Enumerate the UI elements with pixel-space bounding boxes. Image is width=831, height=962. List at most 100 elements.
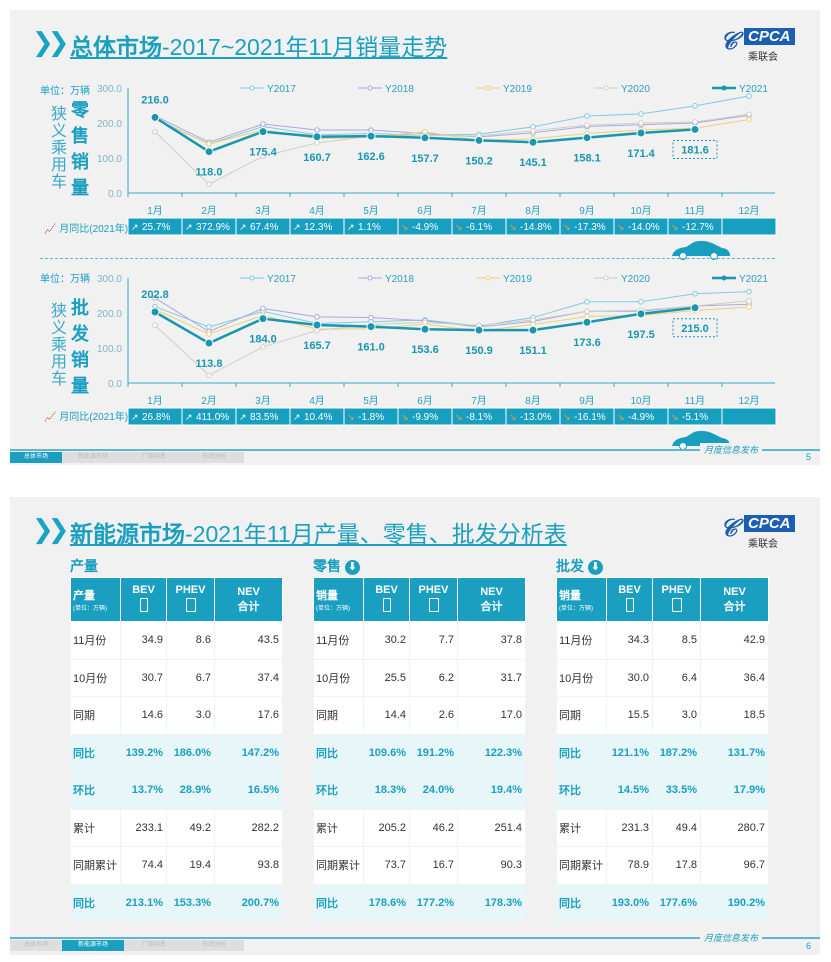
data-label: 202.8 [141,289,169,301]
cell-value: 30.2 [363,621,410,660]
trend-down-icon: ↘ [563,412,571,422]
cell-value: 36.4 [700,658,769,697]
legend-entry-Y2019: Y2019 [503,274,532,285]
row-label: 累计 [313,808,364,847]
data-label: 216.0 [141,94,169,106]
data-point-Y2017 [584,299,590,305]
publish-label: 月度信息发布 [700,443,763,456]
cell-value: 18.3% [363,771,410,810]
yoy-cell [721,407,777,426]
footer-tab[interactable]: 新能源市场 [62,452,124,463]
legend-marker [249,85,255,91]
data-label: 171.4 [627,148,655,160]
cell-value: 191.2% [409,733,458,772]
cell-value: 186.0% [166,733,215,772]
legend-marker [603,275,609,281]
cell-value: 43.5 [214,621,283,660]
trend-down-icon: ↘ [671,412,679,422]
data-point-Y2021 [150,112,160,122]
cell-value: 8.5 [652,621,701,660]
data-label: 175.4 [249,147,277,159]
row-label: 同期累计 [70,846,121,885]
data-point-Y2020 [260,344,266,350]
car-body [672,430,730,446]
corner-header: 产量 (单位：万辆) [70,577,121,622]
data-point-Y2017 [692,103,698,109]
data-point-Y2018 [260,305,266,312]
footer-tab[interactable]: 市场分析 [184,452,244,463]
footer-line [10,449,820,451]
legend-marker [249,275,255,281]
yoy-label-text: 月同比(2021年) [59,224,129,235]
cell-value: 280.7 [700,808,769,847]
header-text: PHEV [418,584,449,596]
header-text: BEV [618,584,641,596]
footer-line [10,937,820,939]
row-label: 累计 [70,808,121,847]
row-label: 10月份 [556,658,607,697]
data-point-Y2020 [638,120,644,126]
row-label: 11月份 [70,621,121,660]
footer-tab[interactable]: 市场分析 [184,940,244,951]
row-label: 11月份 [313,621,364,660]
cell-value: 7.7 [409,621,458,660]
data-point-Y2020 [584,308,590,315]
data-point-Y2017 [584,113,590,119]
cell-value: 31.7 [457,658,526,697]
header-text: NEV [237,585,260,598]
row-label: 10月份 [70,658,121,697]
trend-down-icon: ↘ [617,412,625,422]
cell-value: 16.5% [214,771,283,810]
data-point-Y2021 [312,132,322,142]
cell-value: 19.4% [457,771,526,810]
table-row: 同比 139.2% 186.0% 147.2% [70,733,283,772]
yoy-value: -9.9% [412,412,438,423]
series-line-Y2017 [154,291,750,328]
legend-entry-Y2020: Y2020 [621,274,650,285]
header-text: (单位：万辆) [559,606,593,612]
header-text: (单位：万辆) [73,606,107,612]
x-tick-label: 9月 [579,395,595,407]
legend-entry-Y2017: Y2017 [267,84,296,95]
section-label: 产量 [70,558,98,574]
data-point-Y2021 [636,128,646,138]
data-point-Y2021 [528,137,538,147]
row-label: 环比 [556,771,607,810]
data-point-Y2021 [150,307,160,317]
table-row: 10月份 30.0 6.4 36.4 [556,658,769,697]
category-label: 狭义乘用车 [48,105,65,190]
title-bold: 总体市场 [70,34,162,60]
cell-value: 96.7 [700,846,769,885]
cell-value: 19.4 [166,846,215,885]
data-point-Y2020 [584,122,590,128]
trend-down-icon: ↘ [401,222,409,232]
footer-tab[interactable]: 新能源市场 [62,940,124,951]
footer-tab[interactable]: 总体市场 [10,452,62,463]
footer-tab[interactable]: 总体市场 [10,940,62,951]
page-title: 新能源市场-2021年11月产量、零售、批发分析表 [70,515,567,549]
data-point-Y2021 [690,303,700,313]
x-tick-label: 7月 [471,395,487,407]
table-row: 11月份 34.3 8.5 42.9 [556,621,769,660]
trend-up-icon: ↗ [239,222,247,232]
table-row: 同比 121.1% 187.2% 131.7% [556,733,769,772]
charger-icon [185,598,196,612]
legend-marker [485,85,491,91]
footer-tab[interactable]: 厂商排名 [124,452,184,463]
x-tick-label: 2月 [201,395,217,407]
row-label: 同期 [70,696,121,735]
cell-value: 73.7 [363,846,410,885]
cell-value: 121.1% [606,733,653,772]
cell-value: 28.9% [166,771,215,810]
cell-value: 30.0 [606,658,653,697]
data-label: 153.6 [411,344,439,356]
data-label: 173.6 [573,337,601,349]
arrow-down-circle-icon: ⬇ [344,559,360,575]
cell-value: 178.6% [363,883,410,922]
title-rest: -2021年11月产量、零售、批发分析表 [185,521,567,547]
cell-value: 6.2 [409,658,458,697]
row-label: 11月份 [556,621,607,660]
phev-header: PHEV [409,577,458,622]
car-icon [672,240,730,260]
footer-tab[interactable]: 厂商排名 [124,940,184,951]
